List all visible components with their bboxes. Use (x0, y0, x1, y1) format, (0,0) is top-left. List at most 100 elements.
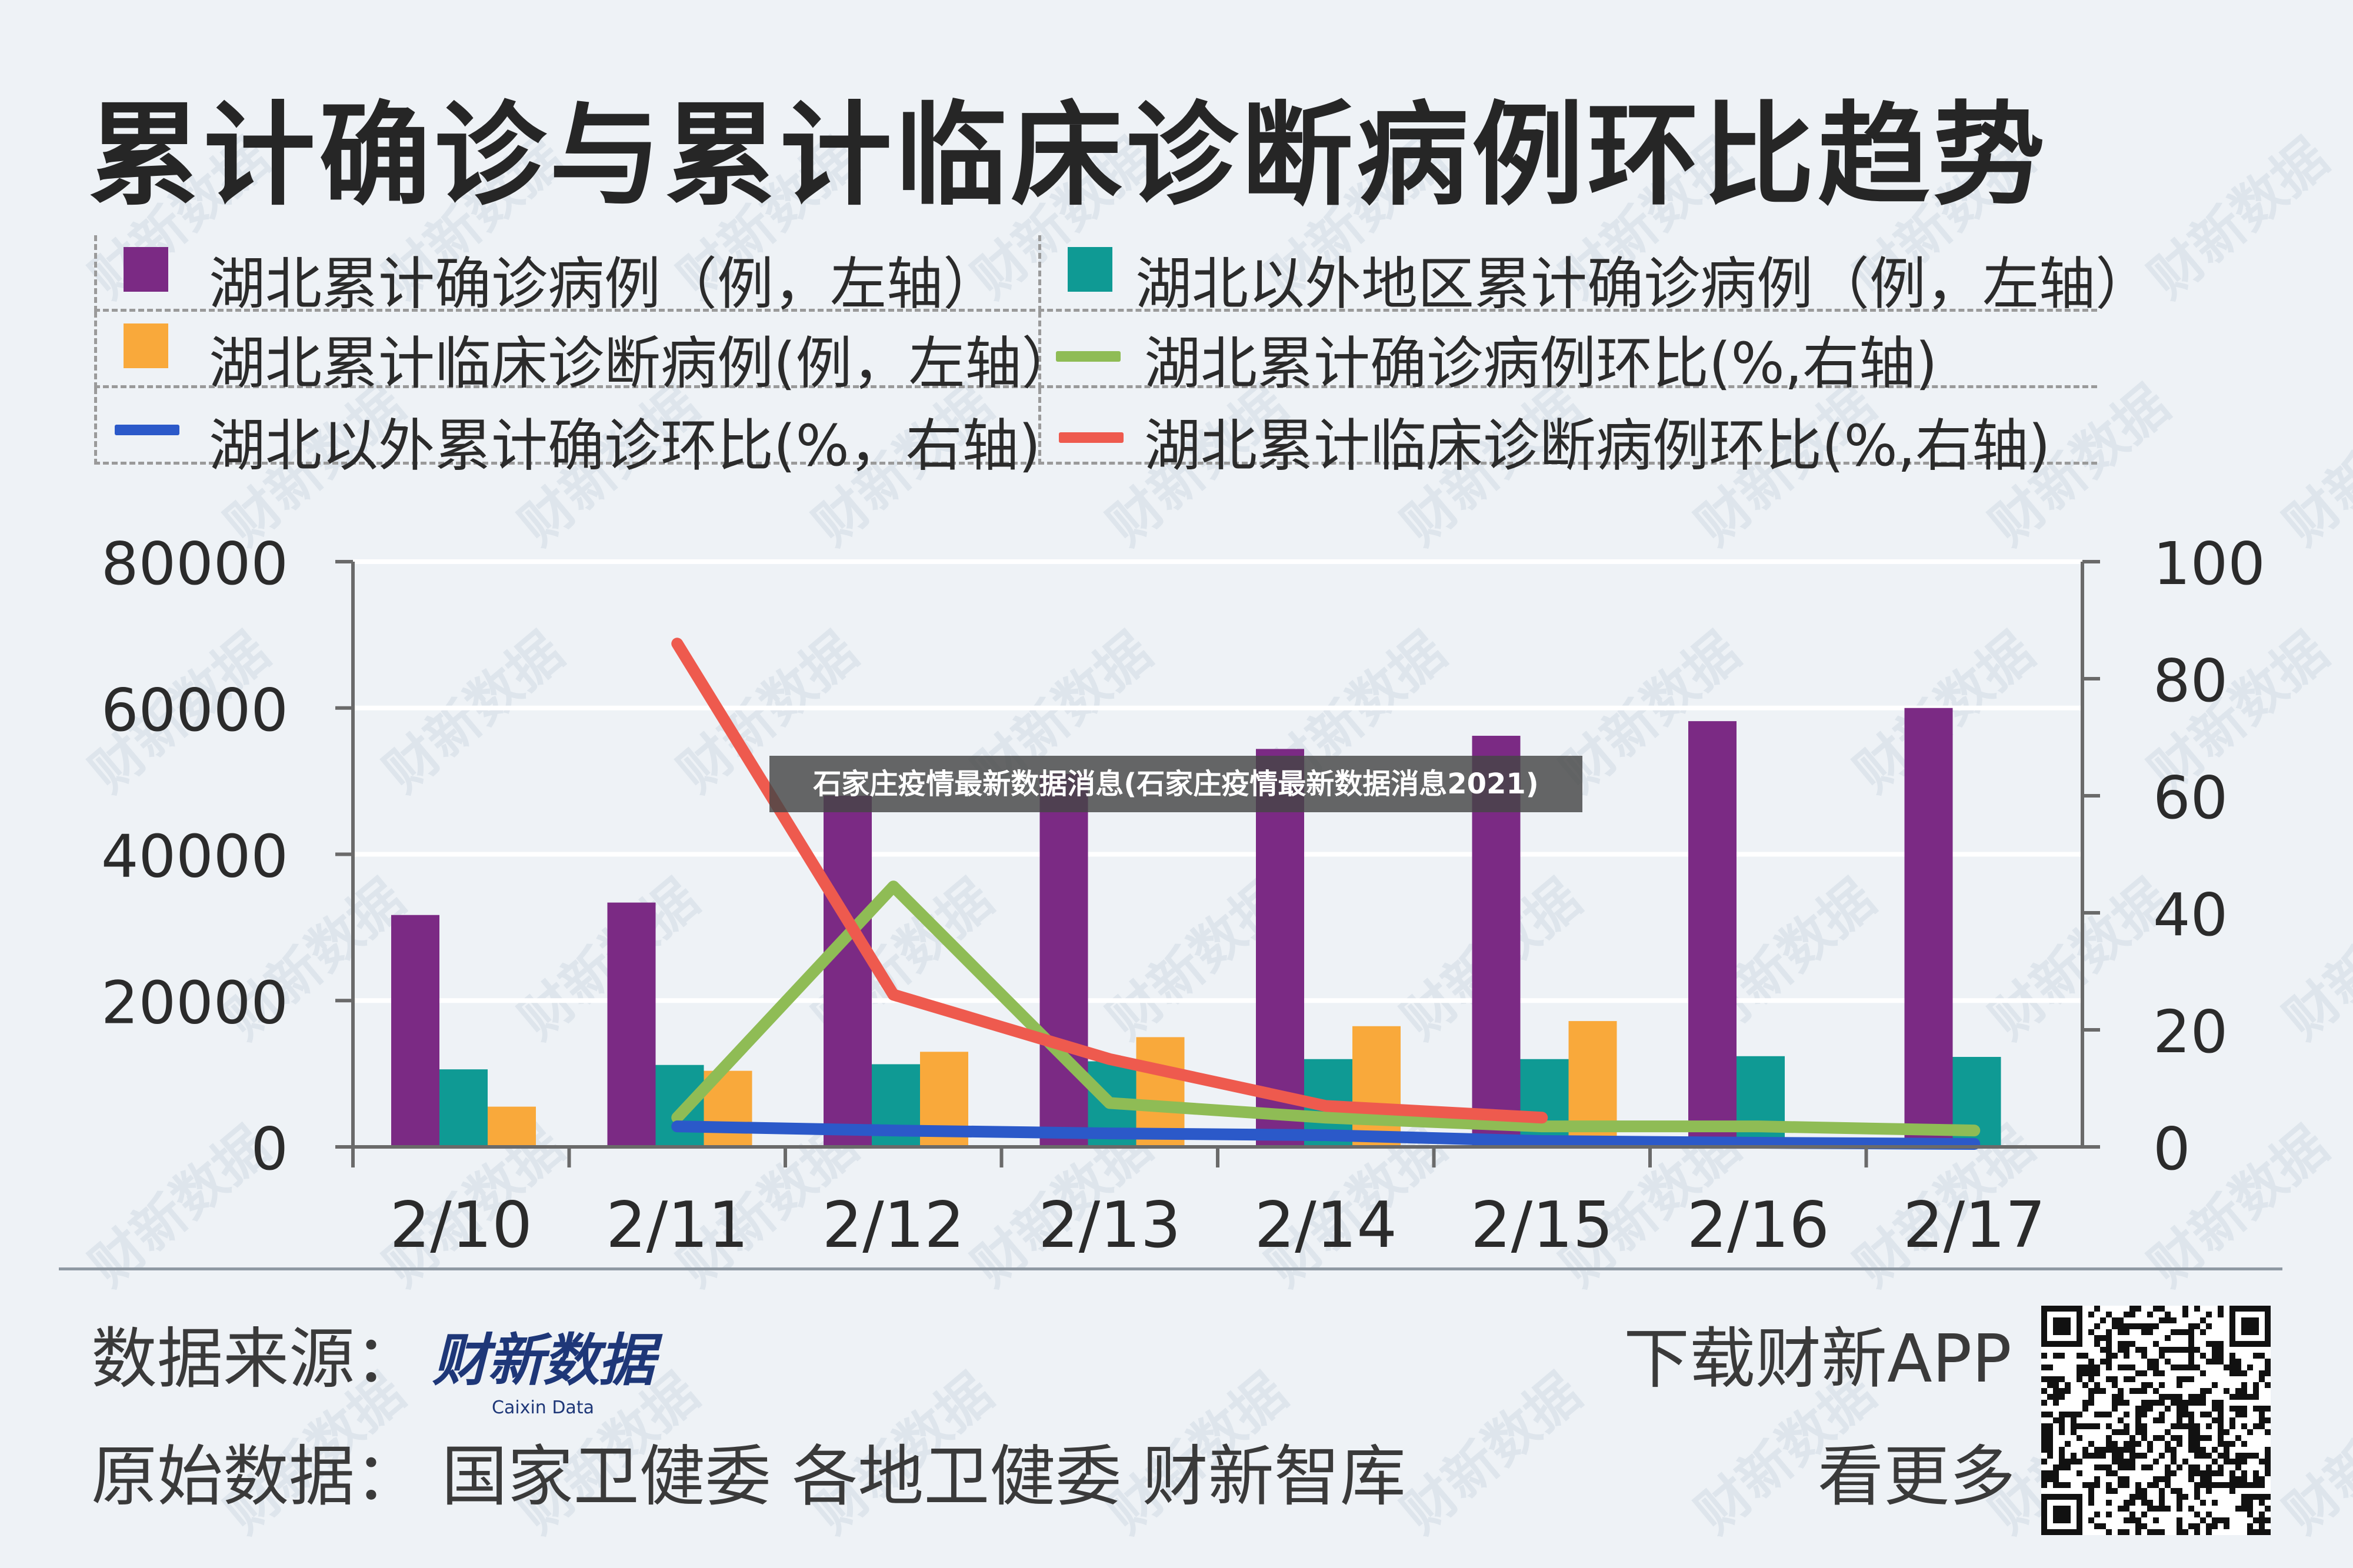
qr-module (2200, 1353, 2206, 1359)
qr-module (2135, 1529, 2141, 1535)
qr-module (2135, 1517, 2141, 1523)
qr-code-icon[interactable] (2041, 1306, 2271, 1535)
qr-module (2129, 1453, 2135, 1459)
qr-module (2182, 1494, 2188, 1500)
legend-swatch-hubei-confirmed (124, 247, 168, 292)
qr-module (2077, 1459, 2082, 1464)
qr-module (2118, 1400, 2124, 1406)
qr-module (2141, 1494, 2147, 1500)
qr-module (2088, 1423, 2094, 1429)
qr-module (2212, 1500, 2218, 1506)
qr-module (2106, 1470, 2112, 1476)
qr-module (2077, 1376, 2082, 1382)
qr-module (2177, 1365, 2182, 1370)
qr-module (2265, 1494, 2271, 1500)
legend-cell (94, 388, 1035, 465)
qr-module (2135, 1482, 2141, 1488)
qr-module (2100, 1523, 2106, 1529)
qr-module (2153, 1506, 2159, 1512)
qr-module (2135, 1453, 2141, 1459)
qr-module (2071, 1429, 2077, 1435)
qr-module (2259, 1529, 2265, 1535)
see-more-text[interactable]: 看更多 (1818, 1439, 2015, 1515)
qr-module (2147, 1529, 2153, 1535)
qr-module (2124, 1517, 2129, 1523)
qr-module (2129, 1435, 2135, 1441)
qr-module (2147, 1312, 2153, 1317)
qr-module (2124, 1529, 2129, 1535)
qr-module (2229, 1470, 2235, 1476)
qr-module (2206, 1476, 2212, 1482)
qr-module (2259, 1406, 2265, 1412)
qr-module (2177, 1400, 2182, 1406)
qr-module (2129, 1323, 2135, 1329)
qr-module (2241, 1394, 2247, 1400)
qr-module (2094, 1482, 2100, 1488)
qr-module (2247, 1365, 2253, 1370)
qr-module (2077, 1365, 2082, 1370)
qr-module (2153, 1517, 2159, 1523)
qr-module (2218, 1347, 2224, 1353)
qr-module (2059, 1394, 2065, 1400)
qr-module (2141, 1400, 2147, 1406)
qr-module (2106, 1312, 2112, 1317)
qr-module (2112, 1376, 2118, 1382)
qr-module (2106, 1347, 2112, 1353)
qr-module (2088, 1482, 2094, 1488)
qr-module (2206, 1464, 2212, 1470)
right-tick-label: 80 (2153, 646, 2228, 715)
qr-module (2235, 1482, 2241, 1488)
qr-module (2094, 1453, 2100, 1459)
qr-module (2141, 1323, 2147, 1329)
qr-module (2082, 1370, 2088, 1376)
qr-module (2247, 1523, 2253, 1529)
qr-module (2082, 1400, 2088, 1406)
qr-module (2194, 1423, 2200, 1429)
qr-module (2147, 1329, 2153, 1335)
qr-module (2106, 1512, 2112, 1517)
qr-module (2212, 1459, 2218, 1464)
qr-module (2200, 1400, 2206, 1406)
qr-module (2194, 1441, 2200, 1447)
download-app-text[interactable]: 下载财新APP (1624, 1321, 2012, 1397)
qr-module (2194, 1488, 2200, 1494)
qr-module (2212, 1353, 2218, 1359)
qr-module (2182, 1312, 2188, 1317)
qr-module (2165, 1335, 2171, 1341)
qr-module (2106, 1353, 2112, 1359)
qr-module (2071, 1412, 2077, 1417)
qr-module (2047, 1376, 2053, 1382)
qr-module (2124, 1476, 2129, 1482)
qr-module (2206, 1312, 2212, 1317)
qr-module (2106, 1435, 2112, 1441)
qr-module (2182, 1459, 2188, 1464)
qr-module (2200, 1482, 2206, 1488)
qr-module (2194, 1523, 2200, 1529)
qr-module (2265, 1359, 2271, 1365)
qr-module (2177, 1406, 2182, 1412)
qr-module (2088, 1394, 2094, 1400)
qr-module (2141, 1347, 2147, 1353)
qr-module (2212, 1359, 2218, 1365)
x-tick-label: 2/16 (1687, 1189, 1829, 1262)
qr-module (2047, 1435, 2053, 1441)
legend-swatch-outside-mom (115, 425, 179, 435)
qr-module (2188, 1429, 2194, 1435)
qr-module (2100, 1335, 2106, 1341)
qr-module (2141, 1435, 2147, 1441)
bar (488, 1106, 536, 1147)
qr-module (2265, 1506, 2271, 1512)
qr-module (2129, 1459, 2135, 1464)
qr-module (2141, 1464, 2147, 1470)
qr-module (2159, 1370, 2165, 1376)
qr-module (2200, 1435, 2206, 1441)
qr-module (2229, 1476, 2235, 1482)
qr-module (2106, 1500, 2112, 1506)
qr-module (2047, 1476, 2053, 1482)
qr-module (2253, 1382, 2259, 1388)
qr-module (2188, 1376, 2194, 1382)
qr-module (2053, 1382, 2059, 1388)
qr-module (2153, 1417, 2159, 1423)
qr-module (2059, 1417, 2065, 1423)
qr-module (2194, 1394, 2200, 1400)
